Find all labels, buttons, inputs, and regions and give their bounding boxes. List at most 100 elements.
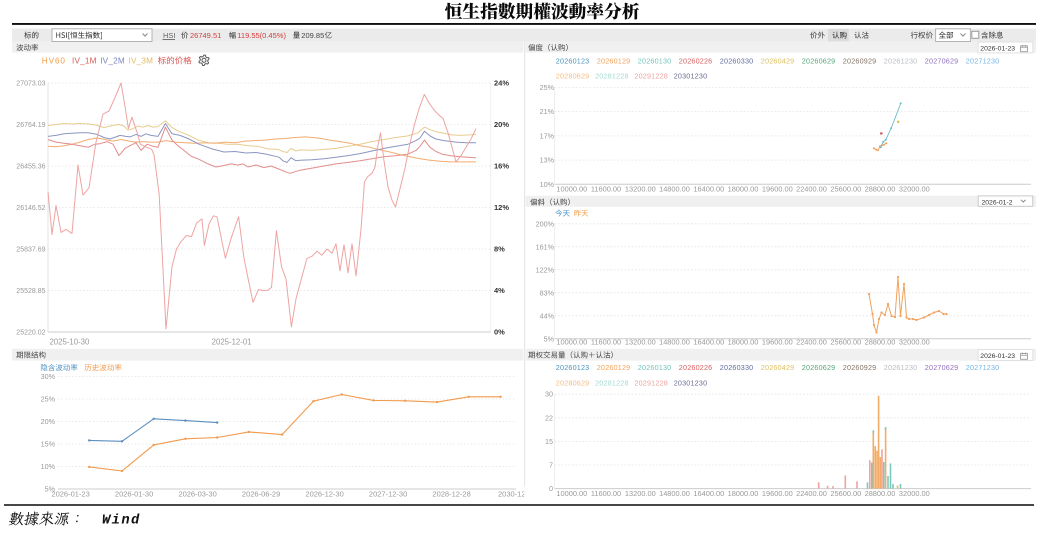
svg-text:32000.00: 32000.00 — [899, 489, 930, 498]
svg-text:20261230: 20261230 — [884, 363, 918, 372]
svg-text:20280629: 20280629 — [556, 378, 590, 387]
svg-text:4%: 4% — [494, 286, 505, 295]
svg-text:10%: 10% — [41, 462, 56, 471]
svg-text:11600.00: 11600.00 — [591, 338, 621, 347]
svg-text:2027-12-30: 2027-12-30 — [369, 490, 407, 499]
svg-text:10000.00: 10000.00 — [556, 184, 587, 193]
svg-text:20260330: 20260330 — [720, 57, 754, 66]
svg-text:2026-01-23: 2026-01-23 — [980, 45, 1015, 52]
svg-text:25528.85: 25528.85 — [16, 288, 45, 295]
svg-text:13200.00: 13200.00 — [625, 489, 656, 498]
svg-text:119.55(0.45%): 119.55(0.45%) — [237, 31, 286, 40]
svg-text:161%: 161% — [536, 242, 555, 251]
svg-text:25220.02: 25220.02 — [16, 330, 45, 337]
svg-text:26146.52: 26146.52 — [16, 205, 45, 212]
svg-text:10000.00: 10000.00 — [556, 338, 587, 347]
svg-text:2026-06-29: 2026-06-29 — [242, 490, 280, 499]
svg-text:19600.00: 19600.00 — [762, 489, 793, 498]
svg-text:20271230: 20271230 — [966, 57, 1000, 66]
svg-text:27073.03: 27073.03 — [16, 81, 45, 88]
svg-text:20301230: 20301230 — [674, 378, 708, 387]
svg-text:26749.51: 26749.51 — [190, 31, 221, 40]
svg-text:IV_3M: IV_3M — [129, 57, 154, 66]
svg-text:20260129: 20260129 — [597, 57, 631, 66]
svg-text:16400.00: 16400.00 — [693, 489, 724, 498]
svg-text:18000.00: 18000.00 — [728, 184, 759, 193]
svg-text:44%: 44% — [540, 311, 555, 320]
svg-text:2025-10-30: 2025-10-30 — [49, 338, 90, 347]
svg-text:209.85: 209.85 — [301, 31, 324, 40]
svg-text:28800.00: 28800.00 — [865, 489, 896, 498]
svg-text:32000.00: 32000.00 — [899, 184, 930, 193]
svg-text:16%: 16% — [494, 162, 509, 171]
svg-text:2026-01-23: 2026-01-23 — [51, 490, 89, 499]
svg-text:30: 30 — [545, 390, 553, 399]
svg-text:10%: 10% — [540, 180, 555, 189]
svg-text:28800.00: 28800.00 — [865, 338, 896, 347]
svg-text:25837.69: 25837.69 — [16, 247, 45, 254]
svg-text:IV_1M: IV_1M — [72, 57, 97, 66]
svg-text:20261230: 20261230 — [884, 57, 918, 66]
svg-text:20270629: 20270629 — [925, 363, 959, 372]
svg-text:200%: 200% — [536, 219, 555, 228]
svg-text:20301230: 20301230 — [674, 72, 708, 81]
svg-text:16400.00: 16400.00 — [693, 184, 724, 193]
svg-text:15: 15 — [545, 437, 553, 446]
svg-text:20260130: 20260130 — [638, 57, 672, 66]
svg-text:22400.00: 22400.00 — [796, 184, 827, 193]
svg-text:20260130: 20260130 — [638, 363, 672, 372]
svg-text:11600.00: 11600.00 — [591, 184, 621, 193]
svg-text:19600.00: 19600.00 — [762, 184, 793, 193]
svg-text:20260929: 20260929 — [843, 363, 877, 372]
svg-text:20%: 20% — [494, 120, 509, 129]
svg-text:HSI: HSI — [163, 31, 176, 40]
svg-text:20291228: 20291228 — [634, 378, 668, 387]
svg-text:25600.00: 25600.00 — [830, 184, 861, 193]
svg-text:2026-12-30: 2026-12-30 — [305, 490, 343, 499]
svg-text:21%: 21% — [540, 107, 555, 116]
svg-text:20260629: 20260629 — [802, 57, 836, 66]
svg-text:18000.00: 18000.00 — [728, 489, 759, 498]
svg-text:26455.36: 26455.36 — [16, 164, 45, 171]
svg-text:28800.00: 28800.00 — [865, 184, 896, 193]
svg-text:2025-12-01: 2025-12-01 — [212, 338, 252, 347]
svg-text:2028-12-28: 2028-12-28 — [432, 490, 470, 499]
svg-text:30%: 30% — [41, 372, 56, 381]
svg-text:2026-03-30: 2026-03-30 — [178, 490, 216, 499]
svg-text:2026-01-23: 2026-01-23 — [980, 353, 1015, 360]
svg-text:20260429: 20260429 — [761, 57, 795, 66]
svg-text:20281228: 20281228 — [595, 378, 629, 387]
svg-text:22400.00: 22400.00 — [796, 489, 827, 498]
svg-text:13200.00: 13200.00 — [625, 184, 656, 193]
svg-text:20260129: 20260129 — [597, 363, 631, 372]
svg-text:20260226: 20260226 — [679, 57, 713, 66]
svg-text:12%: 12% — [494, 203, 509, 212]
svg-text:20260929: 20260929 — [843, 57, 877, 66]
svg-text:20260330: 20260330 — [720, 363, 754, 372]
svg-text:16400.00: 16400.00 — [693, 338, 724, 347]
svg-text:14800.00: 14800.00 — [659, 184, 690, 193]
svg-text:32000.00: 32000.00 — [899, 338, 930, 347]
svg-text:HV60: HV60 — [42, 57, 66, 66]
svg-text:2026-01-2: 2026-01-2 — [982, 199, 1013, 206]
svg-text:13200.00: 13200.00 — [625, 338, 656, 347]
svg-text:25%: 25% — [41, 395, 56, 404]
svg-text:122%: 122% — [536, 265, 555, 274]
svg-text:18000.00: 18000.00 — [728, 338, 759, 347]
svg-text:0%: 0% — [494, 328, 505, 337]
svg-text:24%: 24% — [494, 79, 509, 88]
svg-text:20271230: 20271230 — [966, 363, 1000, 372]
svg-text:14800.00: 14800.00 — [659, 489, 690, 498]
svg-text:Wind: Wind — [102, 513, 141, 529]
svg-text:15%: 15% — [41, 440, 56, 449]
svg-text:7: 7 — [549, 461, 553, 470]
svg-text:22400.00: 22400.00 — [796, 338, 827, 347]
svg-text:20270629: 20270629 — [925, 57, 959, 66]
svg-text:20260226: 20260226 — [679, 363, 713, 372]
svg-text:22: 22 — [545, 413, 553, 422]
svg-text:13%: 13% — [540, 156, 555, 165]
svg-text:17%: 17% — [540, 131, 555, 140]
svg-text:20260123: 20260123 — [556, 363, 590, 372]
svg-text:5%: 5% — [544, 334, 555, 343]
svg-text:20280629: 20280629 — [556, 72, 590, 81]
